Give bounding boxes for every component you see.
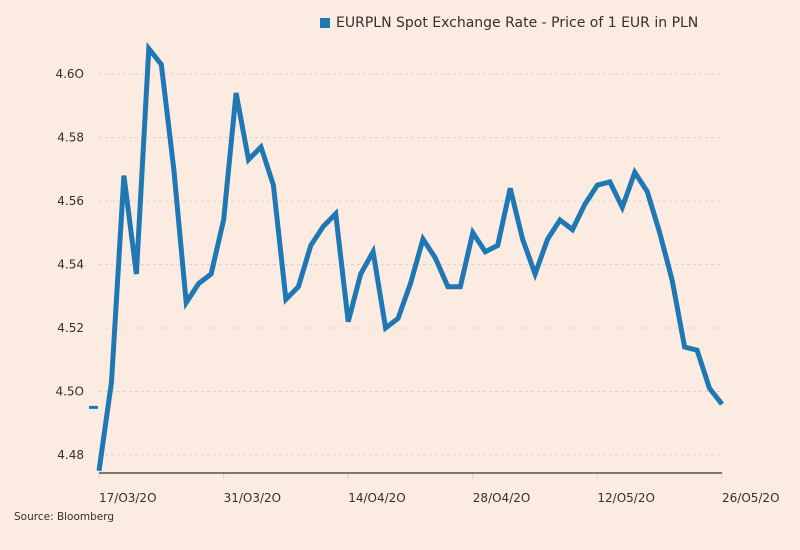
y-tick-label: 4.48	[57, 448, 84, 462]
y-tick-label: 4.58	[57, 131, 84, 145]
source-note: Source: Bloomberg	[14, 511, 115, 523]
x-tick-label: 31/O3/2O	[224, 491, 282, 505]
y-tick-label: 4.52	[57, 321, 84, 335]
x-tick-label: 26/O5/2O	[722, 491, 780, 505]
x-tick-label: 28/O4/2O	[473, 491, 531, 505]
legend: EURPLN Spot Exchange Rate - Price of 1 E…	[320, 15, 698, 31]
series-line	[96, 41, 724, 472]
legend-swatch	[320, 18, 330, 28]
y-tick-label: 4.54	[57, 258, 84, 272]
y-tick-label: 4.56	[57, 194, 84, 208]
y-tick-label: 4.5O	[55, 385, 84, 399]
x-tick-label: 12/O5/2O	[597, 491, 655, 505]
x-tick-label: 14/O4/2O	[348, 491, 406, 505]
legend-label: EURPLN Spot Exchange Rate - Price of 1 E…	[336, 15, 699, 31]
y-tick-label: 4.6O	[55, 67, 84, 81]
x-tick-label: 17/O3/2O	[99, 491, 157, 505]
